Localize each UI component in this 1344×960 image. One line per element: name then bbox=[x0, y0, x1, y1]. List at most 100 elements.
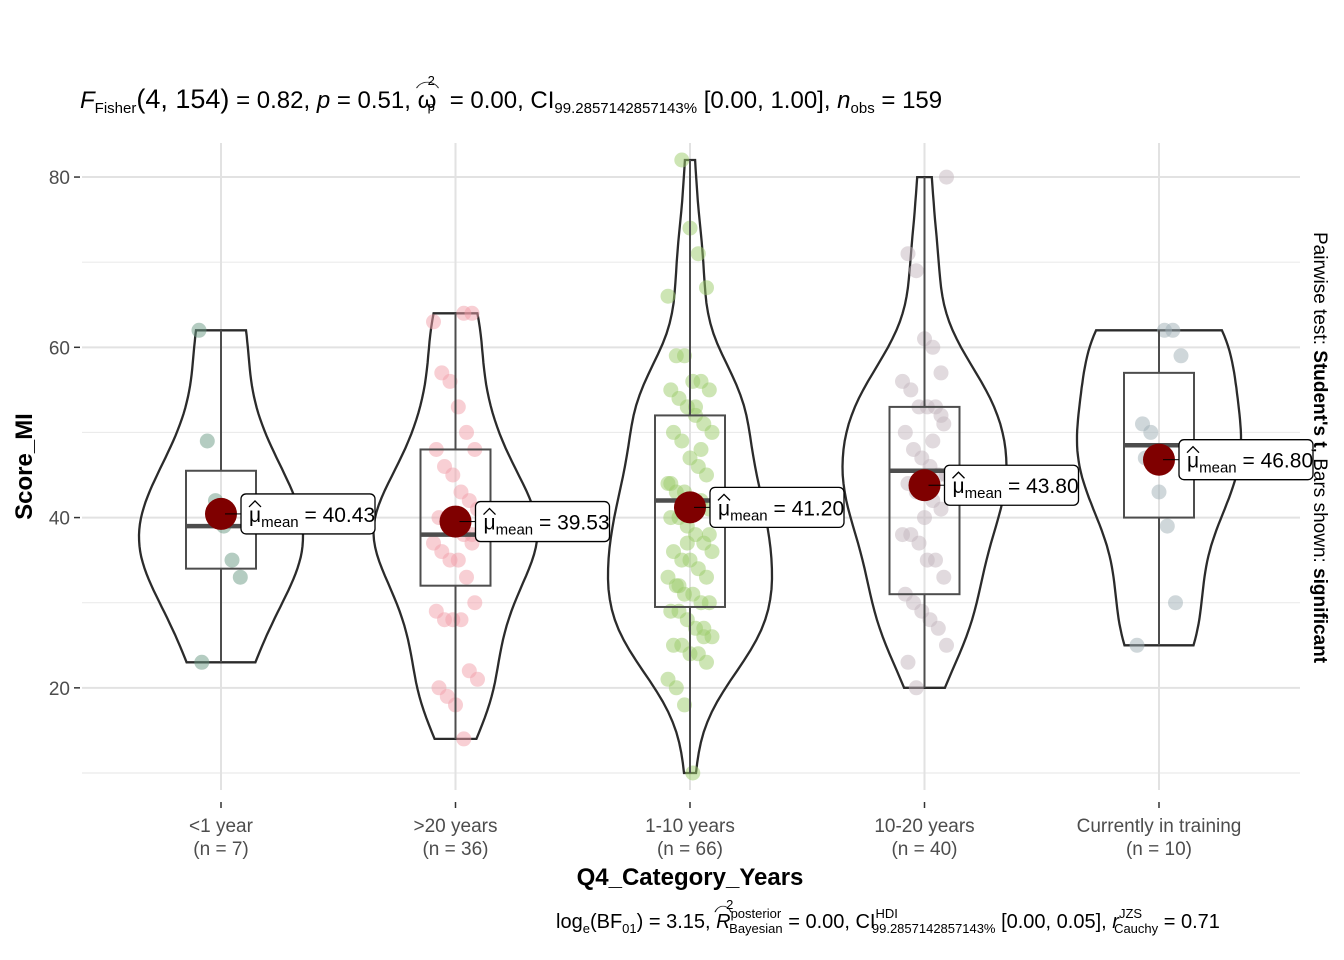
mean-hat bbox=[483, 507, 496, 516]
data-point bbox=[1165, 322, 1181, 338]
mean-point bbox=[674, 491, 706, 524]
data-point bbox=[1129, 637, 1145, 653]
mean-label: μmean = 40.43 bbox=[225, 493, 376, 535]
mean-label-text: μmean = 41.20 bbox=[718, 497, 844, 524]
pairwise-note: Pairwise test: Student's t, Bars shown: … bbox=[1309, 232, 1330, 664]
mean-hat bbox=[1186, 445, 1200, 454]
data-point bbox=[699, 280, 714, 296]
mean-label: μmean = 43.80 bbox=[928, 464, 1080, 506]
data-point bbox=[199, 433, 215, 449]
data-point bbox=[453, 612, 469, 628]
y-axis-label: Score_MI bbox=[11, 413, 38, 520]
y-tick-label: 80 bbox=[49, 168, 70, 189]
data-point bbox=[704, 544, 720, 560]
data-point bbox=[426, 314, 441, 330]
data-point bbox=[900, 654, 916, 670]
mean-label: μmean = 41.20 bbox=[694, 486, 845, 529]
data-point bbox=[677, 348, 692, 364]
data-point bbox=[470, 671, 485, 687]
y-tick-label: 60 bbox=[49, 338, 70, 359]
data-point bbox=[900, 246, 916, 262]
data-point bbox=[933, 407, 949, 423]
mean-hat bbox=[248, 499, 262, 508]
mean-point bbox=[439, 505, 472, 538]
mean-point bbox=[205, 497, 237, 530]
x-tick-count: (n = 10) bbox=[1126, 839, 1192, 860]
data-point bbox=[679, 535, 695, 551]
y-tick-label: 40 bbox=[49, 509, 70, 530]
mean-label-box bbox=[709, 486, 845, 529]
data-point bbox=[897, 424, 913, 440]
data-point bbox=[930, 620, 946, 636]
data-point bbox=[1173, 348, 1189, 364]
data-point bbox=[699, 467, 714, 483]
data-point bbox=[677, 697, 692, 713]
data-point bbox=[908, 263, 924, 279]
data-point bbox=[456, 731, 472, 747]
data-point bbox=[939, 169, 954, 185]
data-point bbox=[936, 569, 952, 585]
violin-outline bbox=[1075, 329, 1243, 647]
data-point bbox=[674, 433, 690, 449]
x-tick-label: >20 years bbox=[414, 816, 498, 837]
data-point bbox=[701, 527, 717, 543]
data-point bbox=[464, 305, 480, 321]
data-point bbox=[660, 288, 676, 304]
mean-markers: μmean = 40.43 μmean = 39.53 μmean = 41.20 μ… bbox=[205, 439, 1314, 543]
x-tick-label: 1-10 years bbox=[645, 816, 735, 837]
data-point bbox=[1168, 595, 1183, 611]
mean-label-text: μmean = 39.53 bbox=[484, 512, 610, 539]
mean-label-box bbox=[943, 464, 1080, 506]
x-axis-label: Q4_Category_Years bbox=[577, 864, 804, 891]
data-point bbox=[674, 152, 690, 168]
violin-outline bbox=[841, 175, 1008, 689]
data-point bbox=[450, 552, 466, 568]
x-tick-count: (n = 40) bbox=[891, 839, 957, 860]
data-point bbox=[1151, 484, 1167, 500]
x-tick-label: <1 year bbox=[189, 816, 254, 837]
data-point bbox=[442, 373, 458, 389]
data-point bbox=[1159, 518, 1175, 534]
axes: 20 40 60 80 <1 year(n = 7) >20 years(n = 36) 1… bbox=[11, 168, 1241, 891]
data-point bbox=[903, 382, 919, 398]
data-point bbox=[690, 246, 706, 262]
mean-point bbox=[908, 469, 941, 502]
data-point bbox=[908, 680, 924, 696]
mean-label-box bbox=[474, 500, 611, 543]
data-point bbox=[685, 765, 701, 781]
data-point bbox=[445, 467, 461, 483]
mean-label: μmean = 46.80 bbox=[1163, 439, 1314, 481]
data-point bbox=[668, 680, 684, 696]
mean-label-box bbox=[240, 493, 376, 535]
data-point bbox=[467, 595, 483, 611]
mean-label-box bbox=[1178, 439, 1314, 481]
violin-outline bbox=[372, 312, 539, 741]
data-point bbox=[928, 552, 943, 568]
data-point bbox=[704, 424, 720, 440]
mean-label-text: μmean = 46.80 bbox=[1187, 450, 1313, 477]
data-point bbox=[459, 569, 474, 585]
x-tick-count: (n = 7) bbox=[193, 839, 248, 860]
y-tick-label: 20 bbox=[49, 679, 70, 700]
x-tick-label: Currently in training bbox=[1077, 816, 1242, 837]
mean-label: μmean = 39.53 bbox=[459, 500, 611, 543]
data-point bbox=[933, 501, 949, 517]
data-point bbox=[663, 476, 679, 491]
data-point bbox=[699, 654, 714, 670]
mean-label-text: μmean = 43.80 bbox=[953, 475, 1079, 502]
data-point bbox=[450, 399, 466, 415]
chart-caption: loge(BF01) = 3.15, R 2 posteriorBayesian =… bbox=[556, 897, 1220, 936]
data-point bbox=[917, 510, 932, 526]
data-point bbox=[925, 339, 941, 355]
data-point bbox=[925, 433, 941, 449]
mean-hat bbox=[952, 471, 965, 479]
data-point bbox=[701, 382, 717, 398]
data-point bbox=[191, 322, 207, 338]
mean-hat bbox=[717, 493, 731, 501]
data-point bbox=[224, 552, 240, 568]
data-point bbox=[232, 569, 248, 585]
mean-point bbox=[1143, 443, 1175, 476]
data-point bbox=[693, 442, 709, 457]
data-point bbox=[939, 637, 954, 653]
